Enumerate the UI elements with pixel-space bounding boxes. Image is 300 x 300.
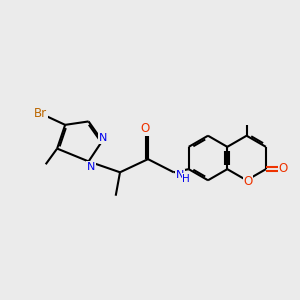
Text: N: N — [176, 169, 184, 180]
Text: O: O — [243, 175, 253, 188]
Text: Br: Br — [34, 107, 47, 120]
Text: N: N — [99, 133, 107, 143]
Text: H: H — [182, 174, 190, 184]
Text: N: N — [87, 162, 95, 172]
Text: O: O — [278, 162, 288, 175]
Text: O: O — [140, 122, 149, 135]
